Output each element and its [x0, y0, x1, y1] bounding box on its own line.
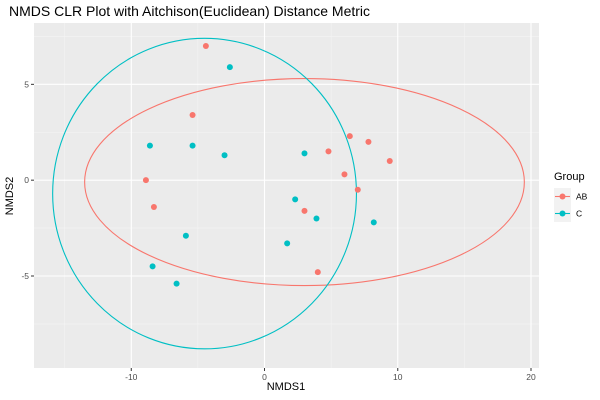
grid-major: [34, 23, 539, 368]
point-c: [173, 280, 180, 287]
point-c: [221, 152, 228, 159]
legend: Group AB C: [554, 171, 588, 222]
data-points: [142, 43, 393, 287]
point-ab: [314, 269, 321, 276]
y-axis-title: NMDS2: [4, 177, 16, 216]
x-tick-label: -10: [125, 372, 138, 382]
legend-title: Group: [554, 171, 585, 183]
point-c: [370, 219, 377, 226]
point-ab: [386, 158, 393, 164]
chart-title: NMDS CLR Plot with Aitchison(Euclidean) …: [9, 3, 370, 19]
point-ab: [142, 177, 149, 184]
y-tick-label: 0: [24, 175, 29, 185]
ellipse-c: [52, 37, 358, 350]
point-c: [301, 150, 308, 157]
point-ab: [301, 207, 308, 214]
point-c: [189, 142, 196, 149]
x-tick-label: 10: [393, 372, 403, 382]
y-axis-ticks: -5 0 5: [21, 79, 34, 281]
ellipse-ab: [84, 78, 525, 287]
point-ab: [341, 171, 348, 178]
point-c: [313, 215, 320, 222]
point-ab: [354, 186, 361, 193]
point-ab: [150, 204, 157, 210]
point-c: [292, 196, 299, 203]
x-axis-title: NMDS1: [267, 381, 306, 393]
y-tick-label: 5: [24, 79, 29, 89]
point-ab: [346, 133, 353, 140]
point-ab: [189, 112, 196, 118]
x-tick-label: 20: [526, 372, 536, 382]
point-c: [149, 263, 156, 270]
y-tick-label: -5: [21, 271, 29, 281]
x-tick-label: 0: [262, 372, 267, 382]
plot-panel: [34, 23, 539, 368]
confidence-ellipses: [52, 37, 525, 350]
legend-label-c: C: [576, 209, 582, 219]
point-c: [284, 240, 291, 247]
point-c: [226, 64, 233, 71]
point-ab: [365, 138, 372, 145]
legend-key-point: [559, 193, 566, 200]
x-axis-ticks: -10 0 10 20: [125, 368, 536, 382]
legend-key-point: [559, 210, 566, 217]
legend-label-ab: AB: [576, 192, 588, 202]
point-ab: [325, 148, 332, 155]
point-c: [182, 232, 189, 239]
point-ab: [202, 43, 209, 49]
point-c: [146, 142, 153, 149]
